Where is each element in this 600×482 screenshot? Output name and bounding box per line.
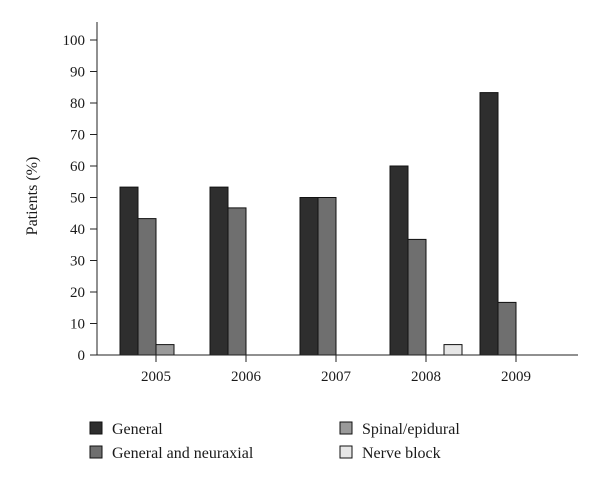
bar-spinal-epidural-2005: [155, 344, 175, 356]
legend-swatch-nerve-block: [339, 445, 353, 459]
bar-general-and-neuraxial-2006: [227, 207, 247, 356]
bar-general-and-neuraxial-2009: [497, 301, 517, 356]
y-tick-label: 50: [70, 191, 85, 207]
y-tick-label: 90: [70, 65, 85, 81]
y-tick-label: 40: [70, 222, 85, 238]
y-tick-label: 0: [78, 348, 86, 364]
bar-general-and-neuraxial-2007: [317, 197, 337, 356]
x-tick-label: 2009: [501, 369, 531, 385]
y-tick-label: 30: [70, 254, 85, 270]
y-tick-label: 70: [70, 128, 85, 144]
bar-general-and-neuraxial-2005: [137, 218, 157, 356]
legend: General General and neuraxial Spinal/epidu…: [89, 421, 460, 462]
bars-group: [119, 92, 517, 356]
x-tick-label: 2006: [231, 369, 262, 385]
legend-swatch-general-and-neuraxial: [89, 445, 103, 459]
bar-general-2005: [119, 186, 139, 356]
y-tick-label: 60: [70, 159, 85, 175]
bar-general-2008: [389, 165, 409, 356]
y-axis-title: Patients (%): [24, 157, 41, 236]
y-tick-label: 100: [63, 33, 86, 49]
legend-swatch-spinal-epidural: [339, 421, 353, 435]
y-tick-label: 20: [70, 285, 85, 301]
y-axis: 0 10 20 30 40 50 60 70 80 90 100: [63, 22, 98, 364]
bar-nerve-block-2008: [443, 344, 463, 356]
legend-label: General: [112, 421, 163, 438]
x-tick-label: 2008: [411, 369, 441, 385]
bar-general-2009: [479, 92, 499, 356]
y-tick-label: 10: [70, 317, 85, 333]
x-axis: 2005 2006 2007 2008 2009: [97, 354, 578, 385]
legend-label: Nerve block: [362, 445, 441, 462]
legend-swatch-general: [89, 421, 103, 435]
bar-general-2006: [209, 186, 229, 356]
legend-label: General and neuraxial: [112, 445, 254, 462]
x-tick-label: 2007: [321, 369, 352, 385]
x-tick-label: 2005: [141, 369, 171, 385]
bar-general-2007: [299, 197, 319, 356]
legend-label: Spinal/epidural: [362, 421, 460, 438]
y-tick-label: 80: [70, 96, 85, 112]
bar-general-and-neuraxial-2008: [407, 238, 427, 356]
